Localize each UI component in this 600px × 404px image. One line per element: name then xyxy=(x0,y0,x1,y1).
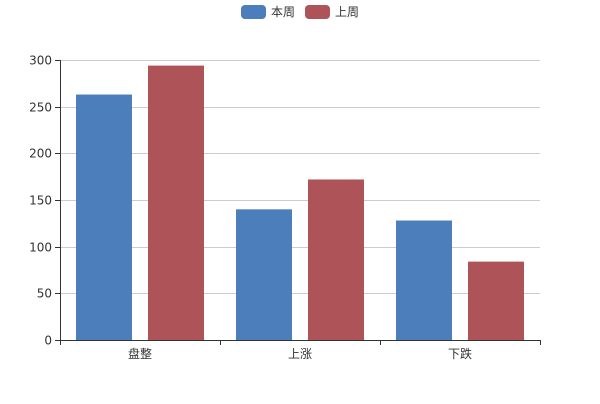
y-tick-label: 250 xyxy=(29,101,52,115)
legend-item-label[interactable]: 本周 xyxy=(271,5,295,19)
y-tick-label: 150 xyxy=(29,194,52,208)
y-tick-label: 100 xyxy=(29,241,52,255)
bar-1-1 xyxy=(308,179,364,340)
legend-item-swatch[interactable] xyxy=(241,5,266,19)
y-tick-label: 0 xyxy=(44,334,52,348)
legend-item-label[interactable]: 上周 xyxy=(335,5,359,19)
bar-0-0 xyxy=(76,94,132,341)
bar-1-0 xyxy=(148,65,204,340)
x-tick-label: 盘整 xyxy=(128,346,152,361)
legend-item-swatch[interactable] xyxy=(305,5,330,19)
y-tick-label: 200 xyxy=(29,147,52,161)
y-tick-label: 300 xyxy=(29,54,52,68)
x-tick-label: 下跌 xyxy=(448,346,472,361)
bar-0-1 xyxy=(236,209,292,340)
bar-1-2 xyxy=(468,261,524,340)
y-tick-label: 50 xyxy=(37,287,52,301)
bar-0-2 xyxy=(396,220,452,340)
x-tick-label: 上涨 xyxy=(288,346,312,361)
